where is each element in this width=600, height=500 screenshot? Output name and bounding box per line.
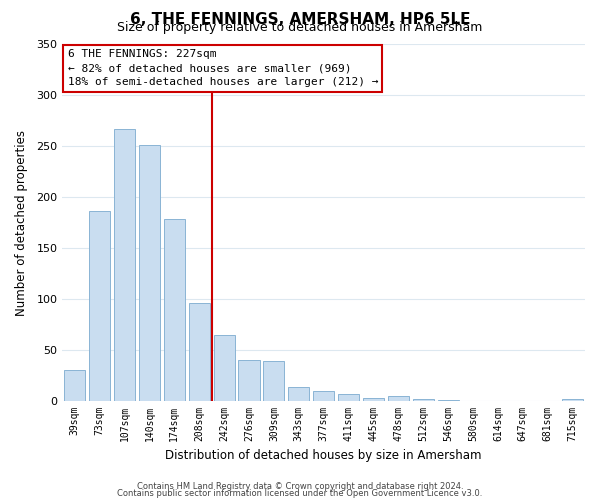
Bar (388, 396, 409, 401)
Y-axis label: Number of detached properties: Number of detached properties (15, 130, 28, 316)
Bar (263, 362, 284, 401)
Bar (562, 399, 583, 401)
Text: Size of property relative to detached houses in Amersham: Size of property relative to detached ho… (118, 22, 482, 35)
Bar (114, 128, 135, 401)
X-axis label: Distribution of detached houses by size in Amersham: Distribution of detached houses by size … (166, 450, 482, 462)
Bar (188, 303, 210, 401)
Bar (89, 212, 110, 401)
Bar (238, 360, 260, 401)
Bar (288, 387, 310, 401)
Bar (363, 398, 384, 401)
Bar (139, 145, 160, 401)
Bar (64, 370, 85, 401)
Bar (214, 334, 235, 401)
Text: 6 THE FENNINGS: 227sqm
← 82% of detached houses are smaller (969)
18% of semi-de: 6 THE FENNINGS: 227sqm ← 82% of detached… (68, 50, 378, 88)
Bar (437, 400, 458, 401)
Text: Contains public sector information licensed under the Open Government Licence v3: Contains public sector information licen… (118, 488, 482, 498)
Bar (313, 391, 334, 401)
Text: 6, THE FENNINGS, AMERSHAM, HP6 5LE: 6, THE FENNINGS, AMERSHAM, HP6 5LE (130, 12, 470, 26)
Bar (413, 399, 434, 401)
Bar (164, 220, 185, 401)
Text: Contains HM Land Registry data © Crown copyright and database right 2024.: Contains HM Land Registry data © Crown c… (137, 482, 463, 491)
Bar (338, 394, 359, 401)
